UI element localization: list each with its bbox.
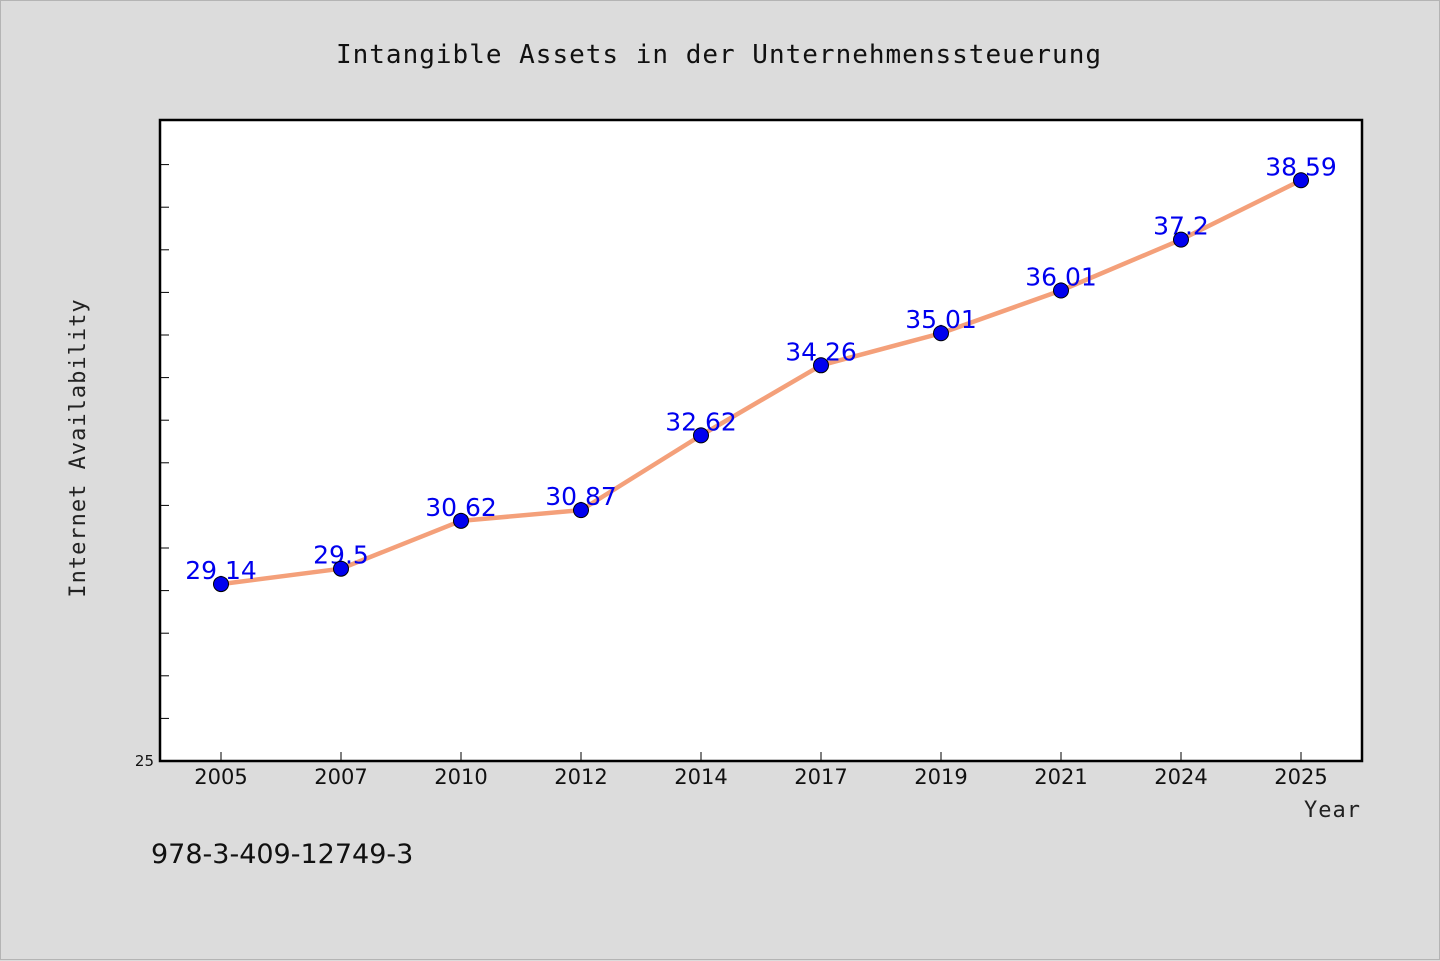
data-point: [573, 502, 589, 519]
x-tick-label: 2021: [1034, 765, 1087, 789]
x-tick-label: 2012: [554, 765, 607, 789]
x-tick-label: 2010: [434, 765, 487, 789]
plot-area: [158, 118, 1364, 763]
series-line-group: [218, 178, 1304, 587]
data-point: [213, 576, 229, 593]
x-tick-label: 2007: [314, 765, 367, 789]
isbn-note: 978-3-409-12749-3: [151, 839, 413, 870]
data-point: [813, 357, 829, 374]
data-point: [1053, 282, 1069, 299]
data-point: [933, 325, 949, 342]
x-tick-label: 2025: [1274, 765, 1327, 789]
y-axis-label: Internet Availability: [66, 298, 91, 597]
x-axis-ticks: 2005 2007 2010 2012 2014 2017 2019 2021 2024 2025: [194, 752, 1328, 789]
x-tick-label: 2024: [1154, 765, 1207, 789]
series-line: [218, 178, 1304, 587]
y-tick-label: 25: [135, 752, 154, 770]
data-point: [1293, 172, 1309, 189]
x-tick-label: 2005: [194, 765, 247, 789]
x-tick-label: 2014: [674, 765, 727, 789]
chart-title: Intangible Assets in der Unternehmensste…: [336, 40, 1102, 70]
data-point: [1173, 231, 1189, 248]
series-markers-group: [213, 172, 1309, 593]
x-axis-label: Year: [1304, 798, 1361, 823]
data-point: [693, 427, 709, 444]
y-axis-ticks: 25: [135, 164, 169, 770]
x-tick-label: 2019: [914, 765, 967, 789]
x-tick-label: 2017: [794, 765, 847, 789]
data-point: [453, 512, 469, 529]
data-point: [333, 560, 349, 577]
